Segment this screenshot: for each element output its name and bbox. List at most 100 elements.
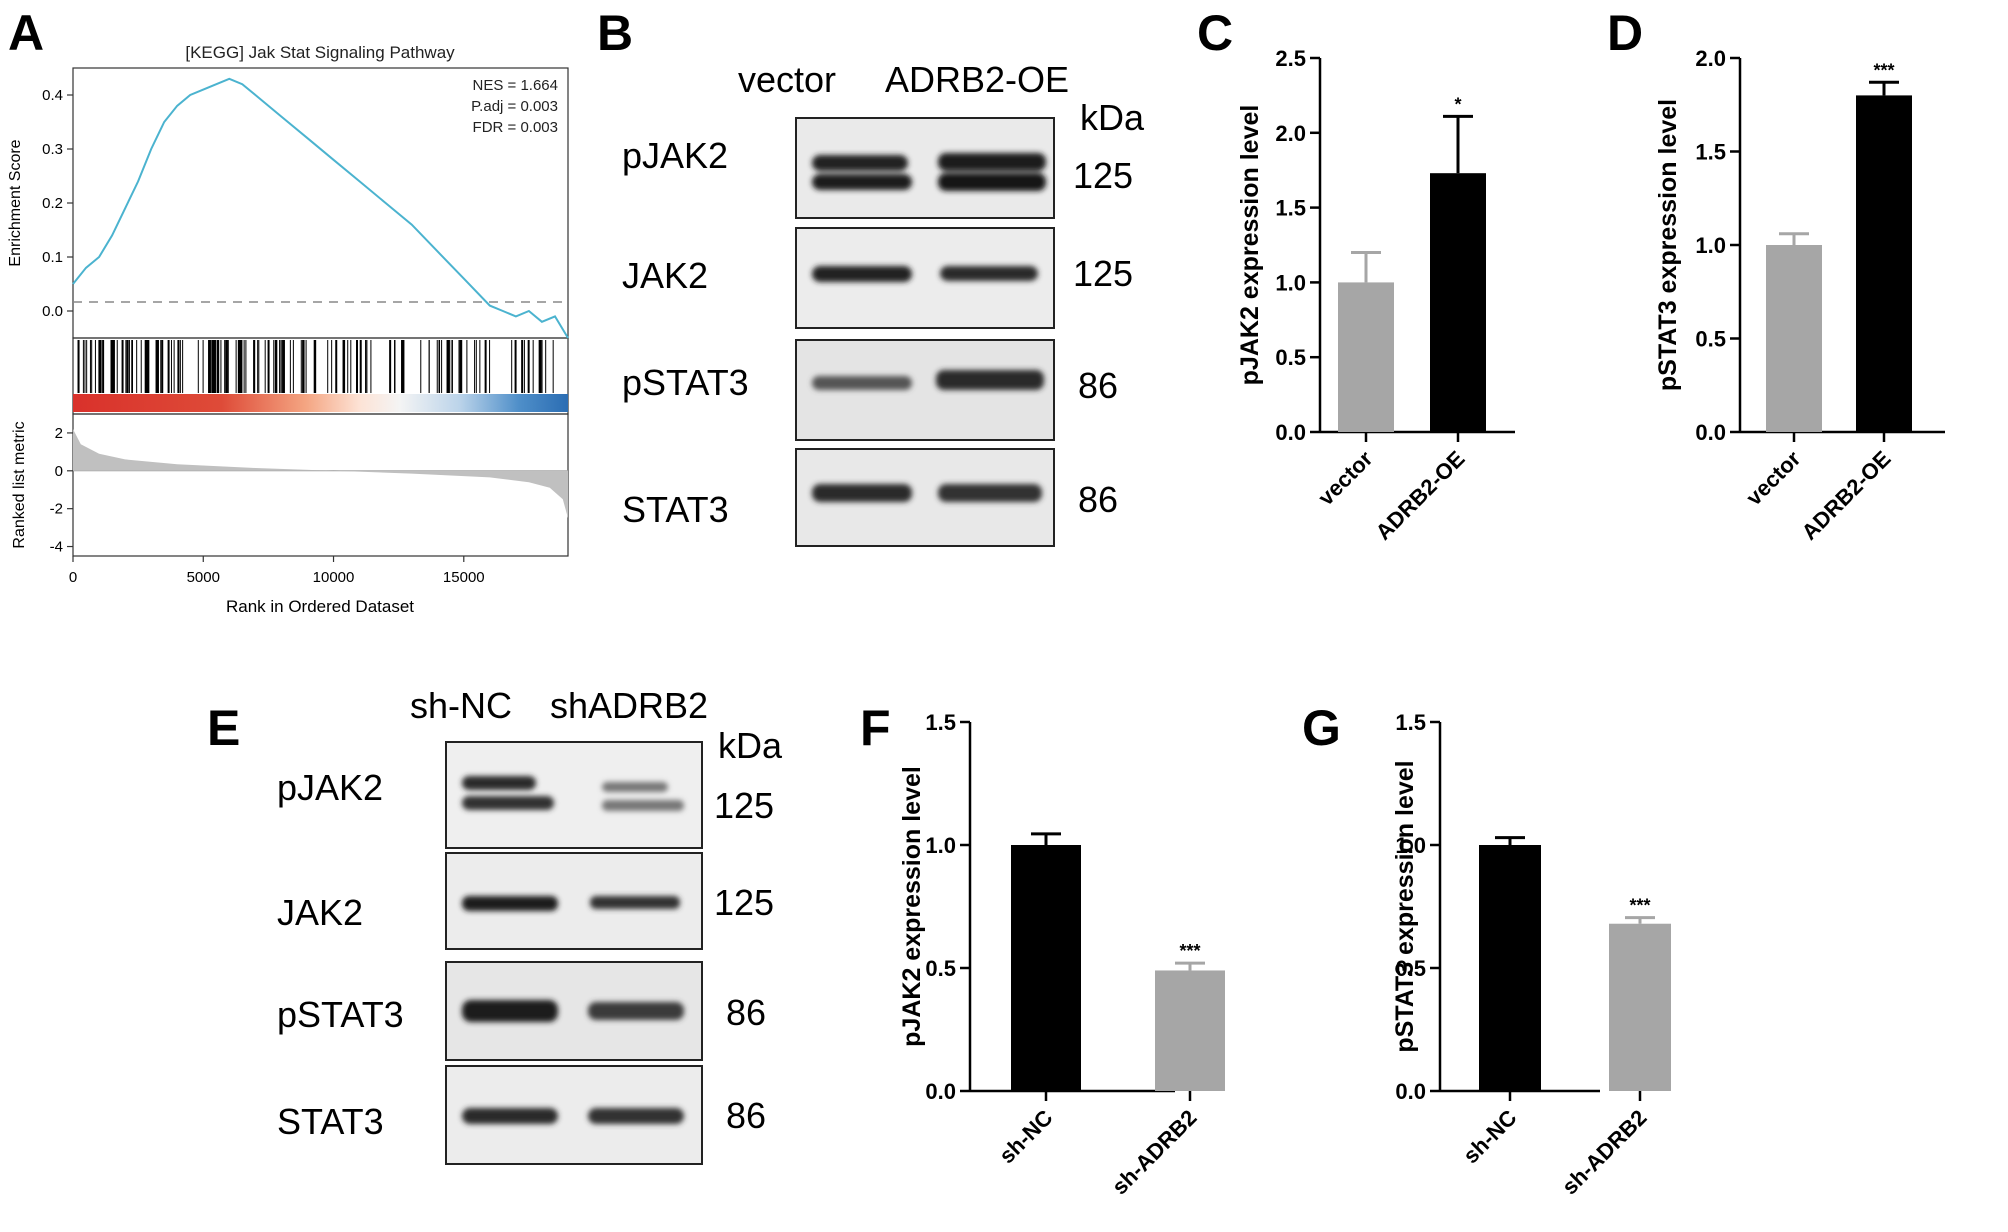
gsea-xlabel: Rank in Ordered Dataset <box>226 597 414 616</box>
bar-f-ytick-label: 1.5 <box>925 710 956 735</box>
bar-g-xtick-label: sh-ADRB2 <box>1557 1105 1652 1200</box>
bar-g-bar <box>1609 923 1671 1091</box>
blot-b-lane-2: ADRB2-OE <box>885 59 1069 100</box>
gsea-stat-fdr: FDR = 0.003 <box>473 119 558 136</box>
bar-f-xtick-label: sh-NC <box>994 1105 1058 1169</box>
blot-e-band <box>588 1002 684 1020</box>
blot-e-kda: 125 <box>714 882 774 923</box>
bar-c-ytick-label: 1.0 <box>1275 270 1306 295</box>
blot-e-row: JAK2 125 <box>277 852 774 950</box>
gsea-hit-bars <box>77 340 554 393</box>
bar-f-bar <box>1011 845 1081 1091</box>
gsea-panel: [KEGG] Jak Stat Signaling Pathway 0.0 0.1… <box>7 43 569 616</box>
bar-c-bar <box>1430 173 1486 432</box>
blot-e-band <box>462 776 536 790</box>
gsea-metric-ytick-label: -4 <box>50 539 63 556</box>
blot-b-band <box>938 484 1042 502</box>
blot-e-band <box>462 896 558 911</box>
gsea-stat-nes: NES = 1.664 <box>473 77 558 94</box>
blot-e-label: STAT3 <box>277 1101 384 1142</box>
panel-letter-b: B <box>597 5 633 61</box>
bar-d-ylabel: pSTAT3 expression level <box>1654 99 1682 391</box>
blot-b-label: JAK2 <box>622 255 708 296</box>
bar-c-ytick-label: 0.0 <box>1275 420 1306 445</box>
blot-e-band <box>590 896 680 909</box>
gsea-es-ylabel: Enrichment Score <box>7 139 24 266</box>
blot-e-kda-unit: kDa <box>718 725 783 766</box>
bar-d-ytick-label: 2.0 <box>1695 46 1726 71</box>
gsea-ytick-label: 0.1 <box>42 249 63 266</box>
panel-letter-c: C <box>1197 5 1233 61</box>
blot-e-kda: 125 <box>714 785 774 826</box>
blot-b-kda: 86 <box>1078 479 1118 520</box>
bar-g-ytick-label: 0.5 <box>1395 956 1426 981</box>
bar-chart-g: 0.0 0.5 1.0 1.5 pSTAT3 expression level sh-NC… <box>1391 710 1671 1199</box>
blot-e-row: pSTAT3 86 <box>277 961 766 1061</box>
bar-g-ytick-label: 0.0 <box>1395 1079 1426 1104</box>
blot-b-band <box>812 174 912 190</box>
gsea-metric-ytick-label: -2 <box>50 501 63 518</box>
panel-letter-f: F <box>860 700 891 756</box>
blot-b-kda: 125 <box>1073 253 1133 294</box>
bar-d-ytick-label: 1.5 <box>1695 140 1726 165</box>
bar-chart-f: 0.0 0.5 1.0 1.5 pJAK2 expression level sh-NC *… <box>898 710 1225 1199</box>
bar-f-significance: *** <box>1179 941 1200 961</box>
blot-e-label: pSTAT3 <box>277 994 404 1035</box>
bar-f-ytick-label: 0.5 <box>925 956 956 981</box>
blot-b-band <box>812 155 908 171</box>
bar-d-xtick-label: vector <box>1741 446 1806 511</box>
gsea-enrichment-curve <box>72 77 569 339</box>
blot-b-label: STAT3 <box>622 489 729 530</box>
bar-d-bar <box>1856 95 1912 433</box>
bar-c-xtick-label: ADRB2-OE <box>1371 446 1470 545</box>
blot-e-band <box>462 1000 558 1022</box>
bar-f-bar <box>1155 970 1225 1091</box>
bar-c-xtick-label: vector <box>1313 446 1378 511</box>
gsea-metric-ytick-label: 0 <box>55 463 63 480</box>
blot-b-label: pSTAT3 <box>622 362 749 403</box>
bar-f-ytick-label: 0.0 <box>925 1079 956 1104</box>
bar-c-ytick-label: 1.5 <box>1275 196 1306 221</box>
blot-b-row: pSTAT3 86 <box>622 339 1118 441</box>
blot-b-label: pJAK2 <box>622 135 728 176</box>
bar-f-ylabel: pJAK2 expression level <box>898 766 926 1047</box>
blot-b-band <box>940 266 1038 281</box>
bar-d-bar <box>1766 245 1822 432</box>
blot-b-kda-unit: kDa <box>1080 97 1145 138</box>
blot-b-band <box>938 173 1046 191</box>
bar-g-ytick-label: 1.0 <box>1395 833 1426 858</box>
blot-e-band <box>462 1108 558 1124</box>
gsea-xtick-label: 5000 <box>187 569 220 586</box>
blot-e-band <box>602 800 684 811</box>
blot-b-lane-1: vector <box>738 59 836 100</box>
blot-b-kda: 125 <box>1073 155 1133 196</box>
bar-d-ytick-label: 0.0 <box>1695 420 1726 445</box>
blot-b-kda: 86 <box>1078 365 1118 406</box>
bar-d-xtick-label: ADRB2-OE <box>1797 446 1896 545</box>
bar-g-xtick-label: sh-NC <box>1458 1105 1522 1169</box>
bar-c-bar <box>1338 282 1394 432</box>
blot-e-row: STAT3 86 <box>277 1065 766 1165</box>
gsea-ytick-label: 0.0 <box>42 303 63 320</box>
blot-e-lane-2: shADRB2 <box>550 685 708 726</box>
panel-letter-e: E <box>207 700 240 756</box>
blot-b-band <box>812 266 912 282</box>
bar-chart-d: 0.0 0.5 1.0 1.5 2.0 pSTAT3 expression level ve… <box>1654 46 1945 545</box>
panel-letter-d: D <box>1607 5 1643 61</box>
bar-g-significance: *** <box>1629 896 1650 916</box>
bar-g-ylabel: pSTAT3 expression level <box>1391 760 1419 1052</box>
bar-c-ytick-label: 2.0 <box>1275 121 1306 146</box>
blot-e-membrane <box>445 741 703 849</box>
bar-c-ytick-label: 0.5 <box>1275 345 1306 370</box>
blot-e-band <box>602 782 668 792</box>
gsea-metric-ylabel: Ranked list metric <box>11 421 28 548</box>
blot-b-row: STAT3 86 <box>622 448 1118 547</box>
gsea-xtick-label: 15000 <box>443 569 485 586</box>
gsea-ytick-label: 0.4 <box>42 87 63 104</box>
blot-e-label: pJAK2 <box>277 767 383 808</box>
panel-letter-a: A <box>8 5 44 61</box>
bar-d-significance: *** <box>1873 60 1894 80</box>
blot-e-band <box>588 1108 684 1124</box>
gsea-rank-colorbar <box>73 394 568 412</box>
